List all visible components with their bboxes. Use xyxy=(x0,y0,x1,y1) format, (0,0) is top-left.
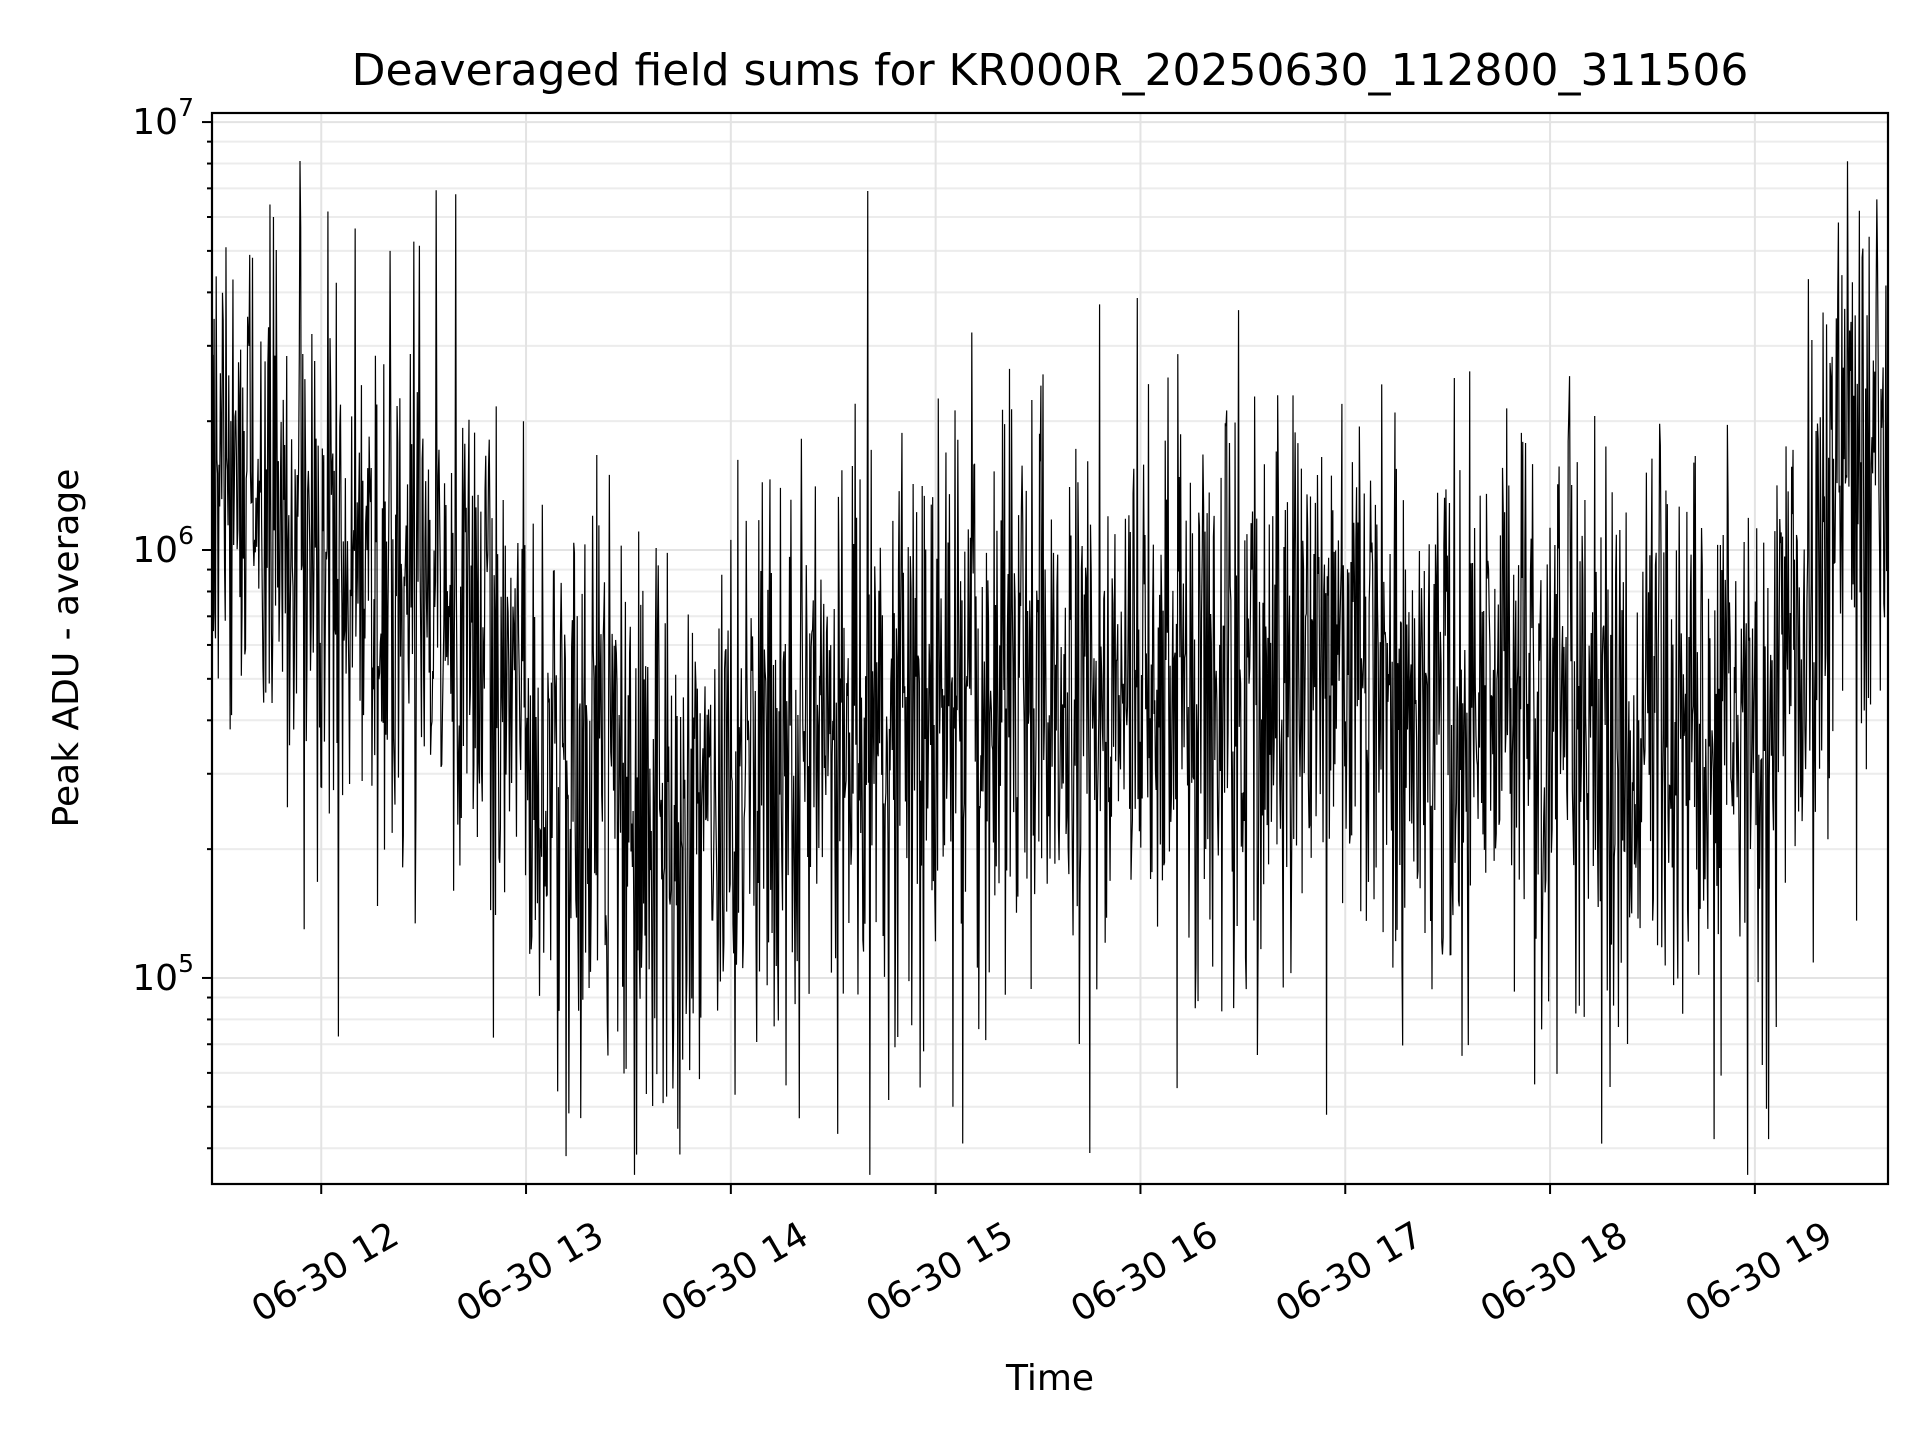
y-tick-label: 105 xyxy=(132,949,194,999)
x-axis-label: Time xyxy=(1005,1358,1094,1399)
y-tick-label: 106 xyxy=(132,521,194,571)
series-line xyxy=(212,160,1888,1175)
y-axis-label: Peak ADU - average xyxy=(46,469,87,828)
y-tick-label: 107 xyxy=(132,93,194,143)
plot-frame xyxy=(210,111,1890,1186)
series-layer xyxy=(212,160,1888,1175)
chart-title: Deaveraged field sums for KR000R_2025063… xyxy=(352,45,1749,96)
